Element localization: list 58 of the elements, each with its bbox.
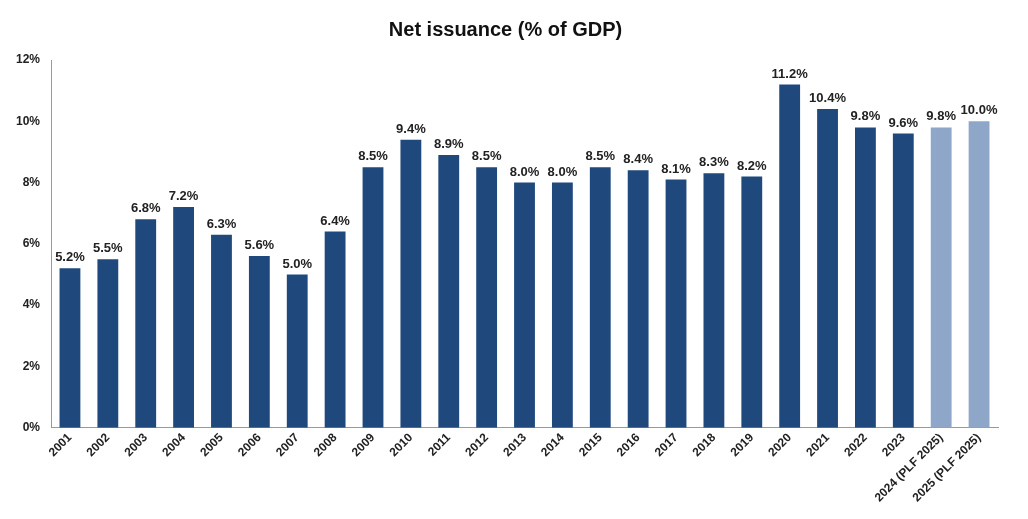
- bar: [248, 256, 270, 428]
- bar: [400, 139, 422, 428]
- bar: [135, 219, 157, 428]
- data-label: 8.4%: [623, 151, 654, 167]
- data-label: 6.4%: [320, 212, 351, 228]
- bar: [551, 182, 573, 428]
- data-label: 6.8%: [130, 200, 161, 216]
- y-tick-label: 6%: [22, 236, 41, 251]
- data-label: 8.0%: [509, 163, 540, 179]
- y-tick-label: 10%: [15, 113, 41, 128]
- bar: [324, 231, 346, 428]
- data-label: 9.4%: [396, 120, 427, 136]
- data-label: 8.5%: [358, 148, 389, 164]
- data-label: 9.8%: [926, 108, 957, 124]
- data-label: 10.0%: [960, 102, 998, 118]
- bar: [362, 167, 384, 428]
- bar: [892, 133, 914, 428]
- data-label: 9.6%: [888, 114, 919, 130]
- data-label: 7.2%: [168, 188, 199, 204]
- data-label: 8.5%: [471, 148, 502, 164]
- bar: [59, 268, 81, 428]
- data-label: 8.0%: [547, 163, 578, 179]
- data-label: 8.2%: [736, 157, 768, 173]
- bar: [817, 109, 838, 428]
- data-label: 5.2%: [55, 249, 86, 265]
- bar: [514, 182, 535, 428]
- y-tick-label: 8%: [22, 174, 41, 189]
- data-label: 8.5%: [585, 148, 616, 164]
- data-label: 8.9%: [433, 136, 464, 152]
- data-label: 9.8%: [850, 108, 881, 124]
- bar: [211, 234, 232, 428]
- bar: [855, 127, 876, 428]
- data-label: 11.2%: [771, 65, 809, 81]
- bar: [438, 154, 460, 428]
- chart-title: Net issuance (% of GDP): [388, 17, 623, 40]
- data-label: 10.4%: [809, 90, 847, 106]
- bar: [930, 127, 952, 428]
- y-tick-label: 12%: [15, 52, 41, 67]
- y-tick-label: 0%: [22, 419, 41, 434]
- bar: [97, 259, 119, 428]
- data-label: 8.1%: [661, 160, 692, 176]
- bar: [665, 179, 687, 428]
- data-label: 5.5%: [93, 240, 124, 256]
- bar: [286, 274, 308, 428]
- bar: [741, 176, 763, 428]
- data-label: 5.6%: [244, 237, 275, 253]
- bar: [476, 167, 498, 428]
- y-tick-label: 4%: [22, 297, 41, 312]
- y-tick-label: 2%: [22, 358, 41, 373]
- data-label: 8.3%: [699, 154, 730, 170]
- data-label: 6.3%: [206, 215, 237, 231]
- data-label: 5.0%: [282, 255, 313, 271]
- bar: [968, 121, 990, 428]
- bar: [589, 167, 611, 428]
- bar: [703, 173, 725, 428]
- bar: [779, 84, 801, 428]
- bar: [173, 207, 195, 428]
- bar: [627, 170, 649, 428]
